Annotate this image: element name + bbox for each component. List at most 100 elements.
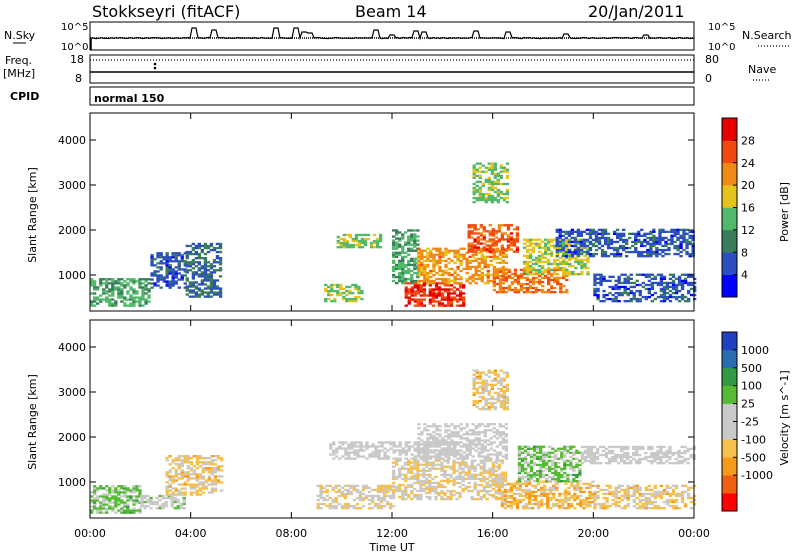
velocity-cell xyxy=(210,461,215,464)
velocity-cell xyxy=(111,509,115,512)
power-cell xyxy=(395,251,399,254)
power-cell xyxy=(470,242,474,245)
power-cell xyxy=(441,251,445,254)
power-cell xyxy=(357,291,361,295)
power-cell xyxy=(591,242,596,246)
velocity-cell xyxy=(653,457,657,461)
velocity-cell xyxy=(503,471,508,474)
velocity-cell xyxy=(504,439,509,442)
power-cell xyxy=(426,277,430,281)
power-cell xyxy=(363,241,368,245)
power-cell xyxy=(108,282,112,285)
power-cell xyxy=(580,258,584,262)
power-cell xyxy=(685,232,689,236)
power-cell xyxy=(650,273,655,276)
power-cell xyxy=(185,269,189,272)
power-cell xyxy=(416,304,421,307)
power-cell xyxy=(659,293,664,297)
velocity-cell xyxy=(334,504,338,508)
velocity-cell xyxy=(489,429,493,432)
velocity-cell xyxy=(319,492,323,496)
velocity-cell xyxy=(486,425,490,428)
power-cell xyxy=(498,249,503,252)
power-cell xyxy=(465,279,469,283)
velocity-cell xyxy=(479,467,483,470)
power-cell xyxy=(141,282,145,285)
velocity-cell xyxy=(361,504,366,508)
power-colorbar-swatch xyxy=(722,185,737,208)
power-cell xyxy=(162,276,166,279)
power-cell xyxy=(690,287,694,291)
velocity-cell xyxy=(604,453,609,457)
velocity-cell xyxy=(524,492,529,496)
power-cell xyxy=(215,246,220,250)
power-cell xyxy=(649,244,653,248)
power-cell xyxy=(534,238,539,241)
power-cell xyxy=(472,186,476,190)
velocity-cell xyxy=(683,451,687,455)
velocity-cell xyxy=(99,507,103,510)
velocity-cell xyxy=(479,477,483,481)
power-cell xyxy=(203,246,208,250)
velocity-cell xyxy=(201,491,206,494)
power-cell xyxy=(468,261,472,265)
power-cell xyxy=(553,246,557,249)
power-cell xyxy=(429,251,433,254)
power-cell xyxy=(477,251,481,254)
velocity-cell xyxy=(129,499,133,502)
power-cell xyxy=(497,224,502,227)
velocity-cell xyxy=(472,399,476,403)
power-cell xyxy=(401,279,405,283)
velocity-cell xyxy=(441,457,445,460)
power-cell xyxy=(677,289,682,293)
velocity-cell xyxy=(481,371,485,374)
power-cell xyxy=(490,198,495,202)
velocity-cell xyxy=(493,383,498,387)
power-cell xyxy=(197,255,202,258)
power-cell xyxy=(171,272,175,275)
velocity-cell xyxy=(515,486,520,490)
velocity-cell xyxy=(494,469,499,472)
velocity-cell xyxy=(488,475,492,479)
velocity-cell xyxy=(419,479,423,483)
velocity-cell xyxy=(477,425,481,428)
velocity-cell xyxy=(440,498,444,501)
power-cell xyxy=(413,249,417,252)
velocity-cell xyxy=(626,455,630,459)
velocity-cell xyxy=(517,471,522,475)
velocity-cell xyxy=(377,441,381,444)
power-cell xyxy=(488,240,492,243)
power-cell xyxy=(438,265,442,269)
power-cell xyxy=(392,245,396,248)
power-cell xyxy=(509,248,514,251)
velocity-cell xyxy=(470,465,474,468)
velocity-cell xyxy=(455,481,459,485)
power-cell xyxy=(162,278,166,281)
power-cell xyxy=(111,302,115,305)
power-cell xyxy=(576,240,581,244)
power-cell xyxy=(416,239,420,242)
power-cell xyxy=(410,294,414,297)
velocity-cell xyxy=(344,447,348,450)
velocity-cell xyxy=(440,489,444,493)
velocity-cell xyxy=(416,475,420,479)
power-cell xyxy=(132,300,136,303)
velocity-cell xyxy=(493,373,498,376)
power-cell xyxy=(467,232,471,235)
power-cell xyxy=(467,224,471,227)
velocity-cell xyxy=(404,451,408,454)
power-cell xyxy=(156,280,160,283)
velocity-cell xyxy=(370,507,375,510)
power-cell xyxy=(516,282,521,286)
velocity-cell xyxy=(395,459,399,462)
velocity-cell xyxy=(489,423,493,426)
velocity-cell xyxy=(539,473,543,477)
velocity-cell xyxy=(447,451,451,454)
power-cell xyxy=(197,252,202,256)
velocity-cell xyxy=(440,491,444,495)
velocity-cell xyxy=(509,507,514,510)
velocity-cell xyxy=(499,405,504,409)
power-cell xyxy=(531,268,536,272)
power-cell xyxy=(410,249,414,252)
power-cell xyxy=(488,230,492,233)
